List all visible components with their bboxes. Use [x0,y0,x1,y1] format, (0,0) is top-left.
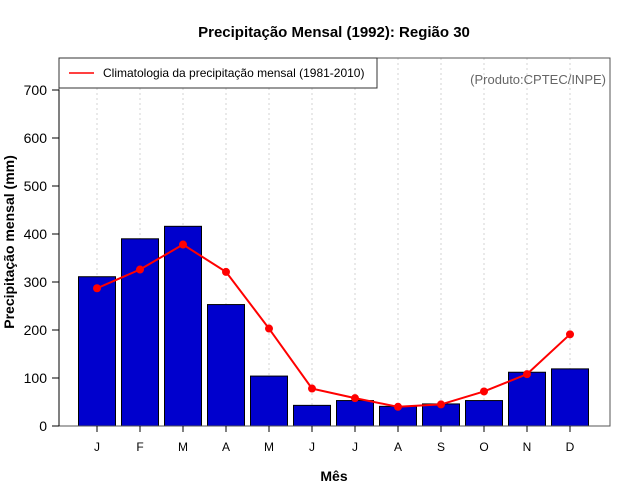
bar [551,368,589,427]
x-tick-label: D [566,440,575,454]
climatology-point [179,240,187,249]
climatology-polyline [96,243,571,408]
climatology-point [566,330,574,339]
x-tick-label: A [222,440,230,454]
bar [250,375,288,427]
x-tick-label: S [437,440,445,454]
y-tick-label: 200 [24,322,48,338]
climatology-point [437,400,445,409]
legend: Climatologia da precipitação mensal (198… [58,57,378,89]
bar [78,276,116,427]
y-tick-label: 100 [24,370,48,386]
source-annotation: (Produto:CPTEC/INPE) [470,72,606,87]
bars [78,225,589,427]
climatology-point [136,265,144,274]
y-tick-label: 500 [24,178,48,194]
x-tick-label: O [479,440,488,454]
bar [207,304,245,427]
x-tick-label: N [523,440,532,454]
x-tick-label: J [309,440,315,454]
y-tick-label: 0 [39,418,47,434]
x-tick-label: J [94,440,100,454]
y-tick-label: 300 [24,274,48,290]
y-axis-label: Precipitação mensal (mm) [1,155,17,329]
x-tick-label: M [178,440,188,454]
climatology-point [523,370,531,379]
bar [293,404,331,427]
x-tick-label: J [352,440,358,454]
x-tick-label: A [394,440,402,454]
legend-box [58,57,378,89]
x-tick-label: M [264,440,274,454]
climatology-point [308,384,316,393]
bar [465,400,503,427]
climatology-point [222,267,230,276]
climatology-point [265,324,273,333]
climatology-point [351,394,359,403]
climatology-point [394,402,402,411]
y-tick-label: 600 [24,130,48,146]
x-tick-label: F [136,440,143,454]
y-axis: 0 100 200 300 400 500 600 700 [24,82,60,434]
climatology-point [480,387,488,396]
bar [164,225,202,427]
chart-title: Precipitação Mensal (1992): Região 30 [198,24,470,41]
bar [508,371,546,427]
y-tick-label: 700 [24,82,48,98]
climatology-point [93,284,101,293]
legend-label: Climatologia da precipitação mensal (198… [103,66,364,80]
climatology-line [93,240,574,411]
bar [336,400,374,427]
x-axis-label: Mês [320,468,347,484]
y-tick-label: 400 [24,226,48,242]
